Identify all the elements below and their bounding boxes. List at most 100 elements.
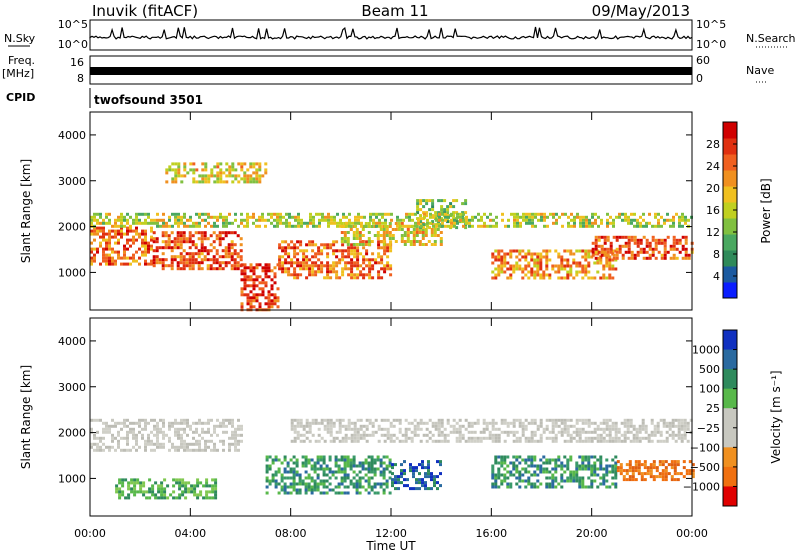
velocity-cell	[310, 485, 314, 489]
power-cell	[491, 252, 495, 256]
power-cell	[440, 217, 444, 221]
velocity-cell	[647, 436, 651, 440]
power-cell	[336, 212, 339, 216]
nsky-line	[89, 26, 693, 40]
velocity-cell	[337, 464, 341, 468]
velocity-cell	[207, 427, 210, 431]
velocity-cell	[557, 418, 561, 422]
velocity-cell	[159, 430, 162, 434]
velocity-cell	[117, 421, 120, 425]
power-cell	[349, 225, 353, 228]
velocity-cell	[337, 467, 341, 471]
velocity-cell	[382, 473, 386, 477]
power-cell	[207, 215, 210, 219]
velocity-cell	[575, 421, 579, 425]
power-cell	[219, 177, 223, 181]
xtick-label: 00:00	[676, 527, 708, 540]
power-cell	[501, 212, 504, 216]
velocity-cell	[365, 427, 369, 431]
velocity-cell	[314, 418, 318, 422]
velocity-cell	[271, 479, 275, 483]
power-cell	[201, 218, 204, 222]
power-cell	[358, 243, 362, 246]
power-cell	[93, 256, 96, 260]
velocity-cell	[379, 461, 383, 465]
velocity-cell	[338, 427, 342, 431]
velocity-cell	[665, 430, 669, 434]
power-cell	[684, 238, 688, 242]
velocity-cell	[334, 464, 338, 468]
power-cell	[355, 231, 359, 234]
power-cell	[105, 262, 108, 266]
power-cell	[452, 214, 456, 218]
power-cell	[353, 276, 357, 280]
velocity-cell	[156, 430, 159, 434]
velocity-cell	[413, 424, 417, 428]
velocity-cell	[566, 458, 570, 462]
velocity-cell	[415, 481, 418, 485]
power-cell	[405, 212, 408, 216]
power-cell	[267, 269, 271, 273]
velocity-cell	[569, 476, 573, 480]
power-cell	[108, 218, 111, 222]
power-cell	[252, 162, 256, 166]
power-cell	[581, 255, 585, 259]
velocity-cell	[117, 430, 120, 434]
velocity-cell	[231, 433, 234, 437]
velocity-cell	[136, 478, 140, 482]
power-cell	[191, 243, 195, 247]
power-cell	[323, 243, 327, 247]
velocity-cell	[190, 490, 194, 494]
velocity-cell	[280, 461, 284, 465]
power-cell	[201, 168, 205, 172]
power-cell	[591, 250, 595, 254]
power-cell	[221, 261, 225, 265]
velocity-cell	[652, 466, 656, 470]
power-cell	[243, 177, 247, 181]
velocity-cell	[527, 436, 531, 440]
velocity-cell	[458, 430, 462, 434]
power-cell	[611, 267, 615, 271]
power-cell	[369, 218, 372, 222]
velocity-cell	[156, 424, 159, 428]
velocity-cell	[419, 439, 423, 443]
power-cell	[342, 212, 345, 216]
power-cell	[233, 249, 237, 253]
velocity-cell	[560, 461, 564, 465]
power-cell	[329, 243, 333, 247]
power-cell	[293, 261, 297, 265]
velocity-cell	[355, 491, 359, 495]
power-cell	[600, 247, 604, 251]
power-cell	[287, 255, 291, 259]
velocity-cell	[144, 445, 147, 449]
velocity-cell	[680, 418, 684, 422]
velocity-cell	[518, 461, 522, 465]
power-cell	[209, 243, 213, 247]
velocity-cell	[184, 487, 188, 491]
power-cell	[290, 264, 294, 268]
power-cell	[138, 256, 141, 260]
power-cell	[339, 221, 342, 225]
velocity-cell	[509, 470, 513, 474]
power-cell	[528, 215, 531, 219]
power-cell	[180, 215, 183, 219]
power-cell	[227, 243, 231, 247]
power-cell	[152, 237, 156, 241]
velocity-cell	[214, 478, 218, 482]
power-cell	[105, 247, 108, 251]
power-cell	[455, 199, 459, 203]
power-cell	[161, 240, 165, 244]
power-cell	[201, 212, 204, 216]
velocity-cell	[653, 424, 657, 428]
velocity-cell	[332, 436, 336, 440]
velocity-cell	[316, 473, 320, 477]
velocity-cell	[355, 482, 359, 486]
power-cell	[155, 258, 159, 262]
power-cell	[630, 250, 634, 254]
power-cell	[164, 258, 168, 262]
power-cell	[338, 258, 342, 262]
velocity-cell	[367, 479, 371, 483]
velocity-cell	[689, 418, 693, 422]
power-cell	[633, 218, 636, 222]
velocity-cell	[631, 475, 635, 479]
